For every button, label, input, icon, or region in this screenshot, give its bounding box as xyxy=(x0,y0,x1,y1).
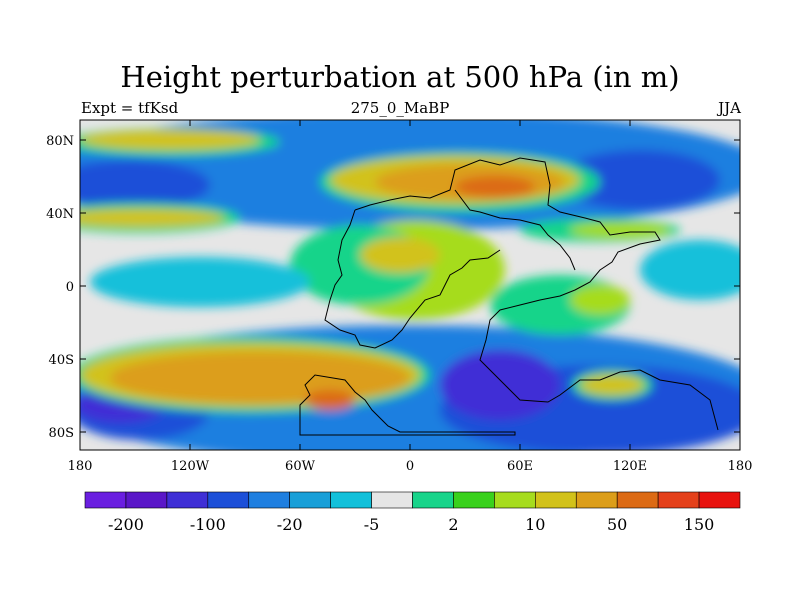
colorbar-swatch xyxy=(616,491,659,509)
x-tick-label: 180 xyxy=(728,459,753,474)
x-tick-label: 60W xyxy=(285,459,316,474)
y-tick-label: 80N xyxy=(46,134,74,149)
case-label: 275_0_MaBP xyxy=(350,99,450,117)
colorbar-label: 50 xyxy=(607,515,627,534)
height-anomaly-region xyxy=(570,222,670,238)
colorbar-swatch xyxy=(412,491,454,509)
x-axis: 180 120W 60W 0 60E 120E 180 xyxy=(68,120,753,474)
height-anomaly-region xyxy=(80,160,210,210)
colorbar-swatch xyxy=(535,491,577,509)
colorbar-label: -20 xyxy=(277,515,303,534)
y-axis: 80N 40N 0 40S 80S xyxy=(46,134,740,441)
height-anomaly-region xyxy=(80,209,225,227)
x-tick-label: 60E xyxy=(507,459,533,474)
map-title: Height perturbation at 500 hPa (in m) xyxy=(120,60,680,94)
colorbar-label: -5 xyxy=(364,515,380,534)
colorbar-swatch xyxy=(289,491,331,509)
colorbar-swatch xyxy=(575,491,618,509)
colorbar-label: 150 xyxy=(684,515,715,534)
colorbar-label: -100 xyxy=(190,515,226,534)
colorbar-swatch xyxy=(494,491,536,509)
season-label: JJA xyxy=(718,99,741,117)
colorbar-swatch xyxy=(657,491,700,509)
colorbar-swatch xyxy=(166,491,209,509)
colorbar-swatch xyxy=(125,491,168,509)
colorbar-swatch xyxy=(207,491,250,509)
colorbar-swatch xyxy=(698,491,741,509)
colorbar-label: -200 xyxy=(108,515,144,534)
height-anomaly-region xyxy=(440,350,560,420)
height-anomaly-region xyxy=(360,237,440,273)
height-anomaly-region xyxy=(455,176,535,198)
y-tick-label: 40N xyxy=(46,207,74,222)
height-anomaly-region xyxy=(305,390,355,410)
colorbar-label: 10 xyxy=(525,515,545,534)
height-field xyxy=(80,120,740,450)
height-anomaly-region xyxy=(580,375,644,395)
x-tick-label: 180 xyxy=(68,459,93,474)
colorbar: -200 -100 -20 -5 2 10 50 150 xyxy=(84,491,741,534)
colorbar-label: 2 xyxy=(448,515,458,534)
continent-outline xyxy=(299,157,719,436)
x-tick-label: 120E xyxy=(613,459,647,474)
colorbar-swatch xyxy=(453,491,495,509)
colorbar-swatch xyxy=(248,491,290,509)
experiment-label: Expt = tfKsd xyxy=(81,99,179,117)
colorbar-swatch xyxy=(330,491,372,509)
x-tick-label: 120W xyxy=(171,459,210,474)
height-anomaly-region xyxy=(80,130,260,150)
height-anomaly-region xyxy=(110,352,410,404)
height-anomaly-region xyxy=(90,257,310,307)
colorbar-swatch xyxy=(371,491,413,509)
colorbar-swatch xyxy=(84,491,127,509)
height-anomaly-region xyxy=(640,240,740,300)
height-anomaly-region xyxy=(560,150,720,210)
y-tick-label: 40S xyxy=(49,353,74,368)
x-tick-label: 0 xyxy=(406,459,414,474)
y-tick-label: 80S xyxy=(49,426,74,441)
height-anomaly-region xyxy=(570,285,630,315)
y-tick-label: 0 xyxy=(66,280,74,295)
